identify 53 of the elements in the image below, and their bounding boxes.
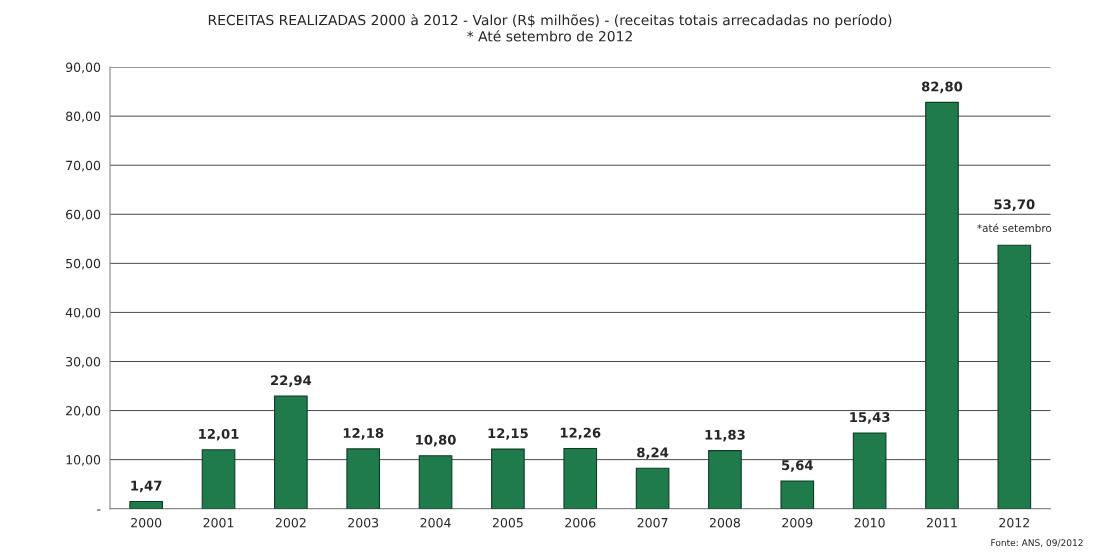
bar — [346, 448, 381, 509]
chart-subtitle: * Até setembro de 2012 — [467, 30, 632, 42]
y-tick-label: 80,00 — [66, 111, 101, 123]
bar — [418, 455, 453, 509]
bar — [925, 101, 959, 509]
bar — [201, 449, 236, 509]
data-label: 8,24 — [637, 447, 669, 460]
y-tick-label: 10,00 — [66, 455, 101, 466]
data-label: 10,80 — [416, 434, 456, 447]
x-tick-label: 2012 — [999, 517, 1029, 528]
data-label: 12,26 — [560, 427, 601, 440]
bar — [780, 480, 815, 509]
x-tick-label: 2006 — [565, 517, 596, 528]
y-tick-label: 60,00 — [66, 209, 101, 221]
y-tick-label: 50,00 — [66, 258, 101, 270]
y-tick-label: 30,00 — [66, 356, 101, 368]
x-tick-label: 2009 — [782, 517, 813, 528]
bar — [563, 447, 598, 509]
chart-title: RECEITAS REALIZADAS 2000 à 2012 - Valor (R$ milhões) - (receitas totais arrecadadas no período) — [208, 13, 892, 28]
y-tick-label: 90,00 — [65, 62, 101, 74]
bar — [274, 395, 308, 509]
x-tick-label: 2008 — [709, 517, 740, 528]
x-tick-label: 2000 — [131, 517, 162, 528]
x-tick-label: 2005 — [492, 517, 523, 528]
source-note: Fonte: ANS, 09/2012 — [991, 539, 1083, 547]
x-tick-label: 2004 — [420, 517, 451, 528]
bar — [708, 450, 742, 509]
data-label: 53,70 — [994, 199, 1035, 211]
data-label: 5,64 — [782, 460, 813, 472]
data-label: 12,15 — [488, 428, 528, 440]
bar — [635, 467, 670, 509]
y-tick-label: 20,00 — [66, 406, 101, 417]
bar — [491, 448, 525, 509]
x-tick-label: 2001 — [203, 517, 234, 528]
data-label: 1,47 — [131, 480, 162, 493]
data-label: 82,80 — [921, 81, 963, 94]
x-tick-label: 2007 — [637, 517, 668, 528]
y-tick-label: 70,00 — [66, 160, 101, 172]
x-tick-label: 2010 — [854, 517, 885, 528]
x-tick-label: 2003 — [348, 517, 379, 528]
data-label: 22,94 — [271, 375, 312, 387]
data-label: 11,83 — [705, 429, 745, 442]
data-label: 12,01 — [199, 428, 239, 441]
x-tick-label: 2011 — [926, 517, 957, 528]
bar — [852, 432, 887, 509]
bar — [129, 500, 164, 509]
y-tick-label: - — [97, 509, 101, 511]
annotation: *até setembro — [977, 223, 1052, 233]
data-label: 12,18 — [343, 428, 384, 440]
bar — [997, 244, 1032, 509]
data-label: 15,43 — [850, 412, 890, 424]
x-tick-label: 2002 — [275, 517, 306, 528]
y-tick-label: 40,00 — [65, 307, 101, 319]
